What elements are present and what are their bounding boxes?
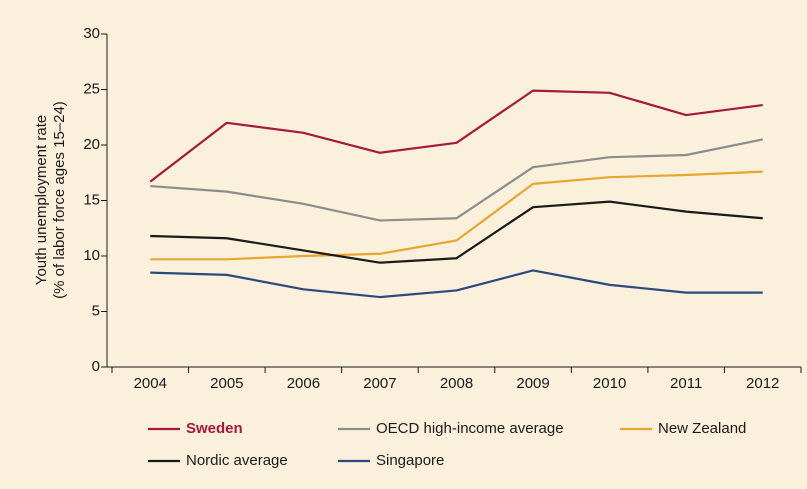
y-tick-label: 10 <box>83 247 100 264</box>
x-tick-label: 2011 <box>670 375 702 392</box>
x-tick-label: 2009 <box>516 375 549 392</box>
legend-label: OECD high-income average <box>376 420 564 437</box>
y-tick-label: 15 <box>83 191 100 208</box>
legend-label: Singapore <box>376 452 444 469</box>
y-tick-label: 0 <box>92 358 100 375</box>
x-tick-label: 2005 <box>210 375 243 392</box>
y-tick-label: 5 <box>92 302 100 319</box>
series-line <box>150 200 763 264</box>
x-tick-label: 2008 <box>440 375 473 392</box>
x-tick-label: 2010 <box>593 375 626 392</box>
legend-label: Nordic average <box>186 452 288 469</box>
y-tick-label: 30 <box>83 25 100 42</box>
series-line <box>150 170 763 261</box>
x-tick-label: 2012 <box>746 375 779 392</box>
x-tick-label: 2004 <box>134 375 167 392</box>
series-line <box>149 89 763 183</box>
legend-label: New Zealand <box>658 420 746 437</box>
series-line <box>150 269 763 299</box>
x-tick-label: 2007 <box>363 375 396 392</box>
y-axis-label: (% of labor force ages 15–24) <box>51 101 68 299</box>
y-tick-label: 20 <box>83 136 100 153</box>
x-tick-label: 2006 <box>287 375 320 392</box>
y-axis-label: Youth unemployment rate <box>33 115 50 285</box>
y-tick-label: 25 <box>83 80 100 97</box>
legend-label: Sweden <box>186 420 243 437</box>
series-line <box>150 138 763 222</box>
